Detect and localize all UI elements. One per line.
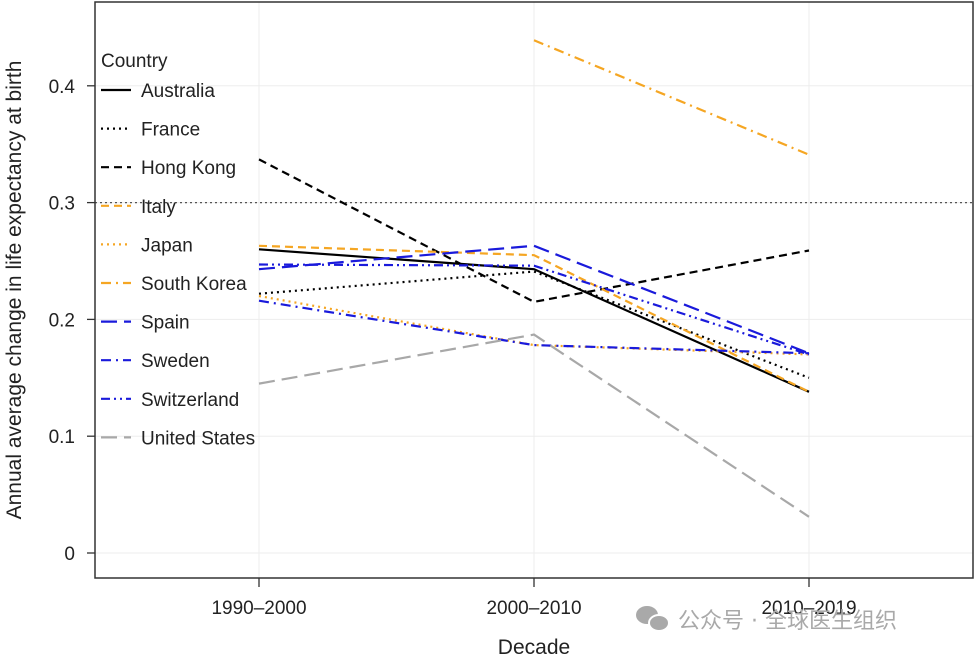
y-tick-label: 0 xyxy=(64,544,75,565)
wechat-icon xyxy=(636,606,670,632)
x-axis-title: Decade xyxy=(498,636,570,656)
x-tick-label: 2010–2019 xyxy=(761,598,856,619)
watermark: 公众号 · 全球医生组织 xyxy=(636,603,897,635)
series-line-hong-kong xyxy=(258,158,810,304)
legend-label: France xyxy=(141,120,200,141)
legend-label: Hong Kong xyxy=(141,158,236,179)
y-tick-label: 0.2 xyxy=(49,310,75,331)
y-axis: 0 0.1 0.2 0.3 0.4 xyxy=(49,77,95,565)
legend-label: Spain xyxy=(141,313,190,334)
legend-label: Switzerland xyxy=(141,390,239,411)
y-axis-title: Annual average change in life expectancy… xyxy=(3,61,26,520)
series-line-japan xyxy=(258,294,810,356)
watermark-text: 公众号 · 全球医生组织 xyxy=(678,609,897,634)
x-tick-label: 2000–2010 xyxy=(486,598,581,619)
legend-label: South Korea xyxy=(141,274,247,295)
series-line-spain xyxy=(258,244,810,355)
series-line-south-korea xyxy=(533,39,810,156)
legend: Country Australia France Hong Kong Italy Jap… xyxy=(101,51,255,449)
legend-label: Sweden xyxy=(141,351,210,372)
legend-label: Italy xyxy=(141,197,176,218)
series-line-france xyxy=(258,270,810,379)
y-tick-label: 0.3 xyxy=(49,194,75,215)
legend-label: Australia xyxy=(141,81,215,102)
x-axis: 1990–2000 2000–2010 2010–2019 xyxy=(211,578,857,619)
y-tick-label: 0.4 xyxy=(49,77,76,98)
series-line-switzerland xyxy=(258,263,810,356)
series-layer xyxy=(258,39,810,518)
legend-label: United States xyxy=(141,428,255,449)
legend-label: Japan xyxy=(141,235,193,256)
series-line-italy xyxy=(258,244,810,393)
series-line-united-states xyxy=(258,333,810,518)
series-line-sweden xyxy=(258,299,810,355)
y-tick-label: 0.1 xyxy=(49,427,75,448)
legend-title: Country xyxy=(101,51,168,72)
x-tick-label: 1990–2000 xyxy=(211,598,306,619)
